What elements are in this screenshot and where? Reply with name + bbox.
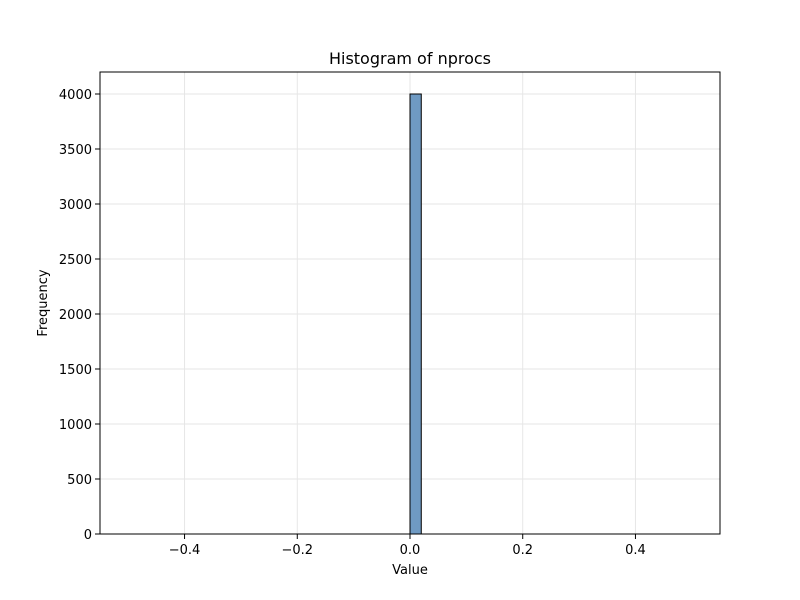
- x-tick-label: −0.2: [281, 543, 313, 558]
- x-tick-label: −0.4: [169, 543, 201, 558]
- y-tick-label: 3000: [59, 198, 92, 213]
- y-tick-label: 2500: [59, 253, 92, 268]
- y-tick-label: 500: [67, 473, 92, 488]
- y-axis: 0 500 1000 1500 2000 2500 3000 3500 4000: [59, 88, 100, 543]
- y-tick-label: 4000: [59, 88, 92, 103]
- x-tick-label: 0.0: [400, 543, 421, 558]
- x-tick-label: 0.4: [625, 543, 646, 558]
- y-tick-label: 1000: [59, 418, 92, 433]
- y-tick-label: 1500: [59, 363, 92, 378]
- y-tick-label: 3500: [59, 143, 92, 158]
- y-tick-label: 2000: [59, 308, 92, 323]
- x-axis-title: Value: [392, 563, 428, 578]
- x-tick-label: 0.2: [512, 543, 533, 558]
- bars-layer: [409, 93, 422, 535]
- histogram-bar: [409, 93, 422, 535]
- chart-title: Histogram of nprocs: [329, 49, 491, 68]
- y-tick-label: 0: [84, 528, 92, 543]
- x-axis: −0.4 −0.2 0.0 0.2 0.4: [169, 534, 646, 558]
- y-axis-title: Frequency: [36, 269, 51, 336]
